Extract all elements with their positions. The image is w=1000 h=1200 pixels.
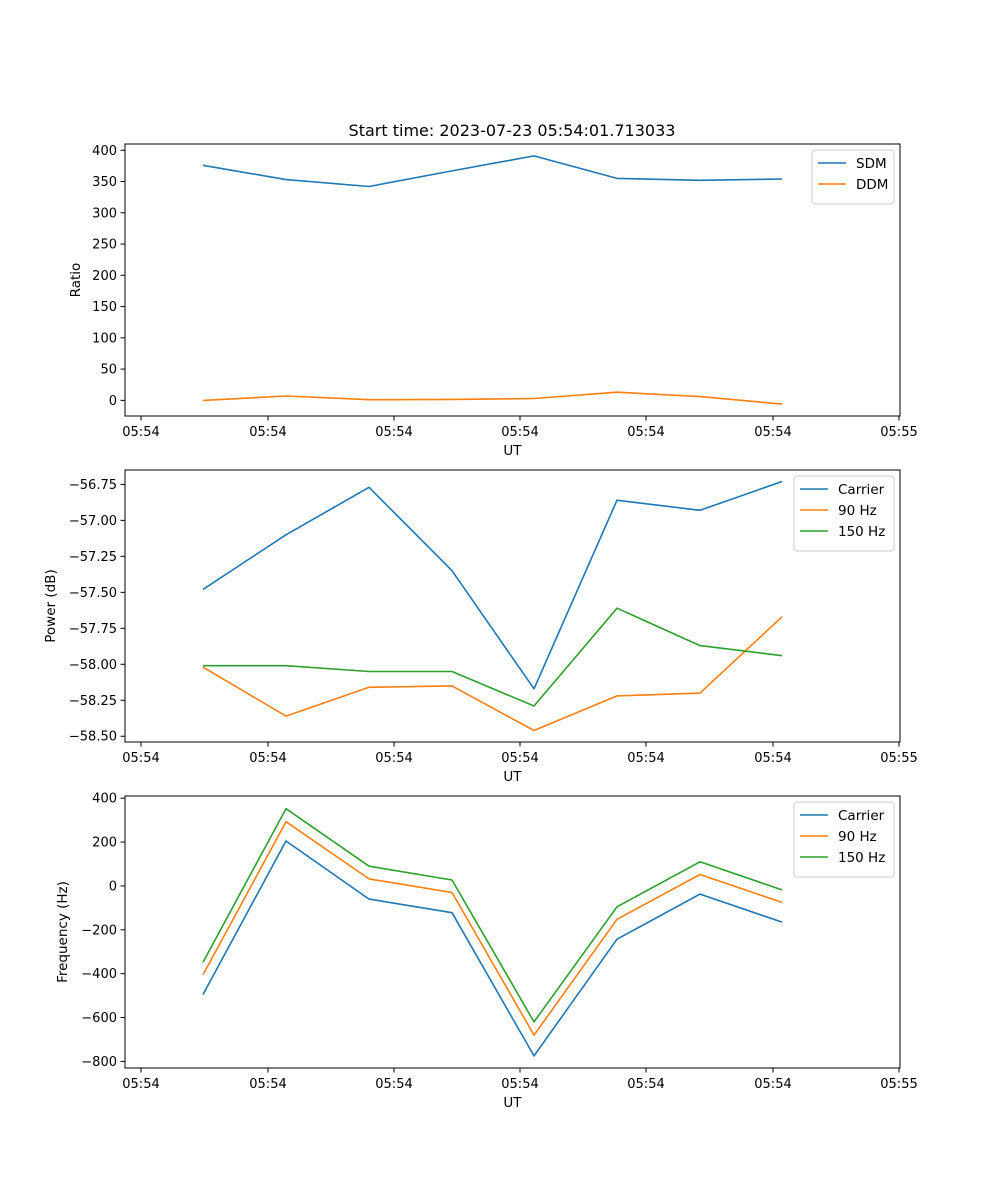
legend-label: 90 Hz: [838, 829, 877, 845]
legend-label: 150 Hz: [838, 850, 885, 866]
subplot-1: 05:54 05:54 05:54 05:54 05:54 05:54 05:55 0 50 10…: [68, 143, 918, 459]
x-tick-label: 05:54: [754, 425, 791, 440]
series-line-150-hz: [202, 807, 783, 1023]
y-tick-label: −56.75: [69, 478, 117, 493]
legend: [793, 801, 895, 878]
x-tick-label: 05:54: [501, 751, 538, 766]
y-tick-label: 200: [92, 269, 117, 284]
legend-label: DDM: [856, 177, 888, 193]
y-tick-label: 150: [92, 300, 117, 315]
x-tick-label: 05:54: [501, 1077, 538, 1092]
x-tick-label: 05:55: [880, 425, 917, 440]
legend-label: Carrier: [838, 808, 885, 824]
series-line-carrier: [202, 840, 783, 1057]
y-tick-label: −58.00: [69, 658, 117, 673]
legend: [793, 475, 895, 552]
x-tick-label: 05:54: [627, 425, 664, 440]
y-tick-label: −800: [81, 1055, 117, 1070]
subplot-2: 05:54 05:54 05:54 05:54 05:54 05:54 05:55 −58.5…: [43, 469, 918, 785]
series-line-sdm: [202, 155, 783, 188]
y-tick-label: 100: [92, 331, 117, 346]
y-tick-label: 200: [92, 836, 117, 851]
y-axis-label: Power (dB): [43, 569, 59, 642]
x-tick-label: 05:54: [122, 751, 159, 766]
axes-frame: [124, 469, 901, 743]
series-line-90-hz: [202, 616, 783, 732]
y-tick-label: 0: [109, 394, 117, 409]
x-tick-label: 05:55: [880, 751, 917, 766]
x-tick-label: 05:54: [501, 425, 538, 440]
y-tick-label: 0: [109, 879, 117, 894]
x-tick-label: 05:54: [627, 1077, 664, 1092]
subplot-3: 05:54 05:54 05:54 05:54 05:54 05:54 05:55 −800 −…: [55, 792, 918, 1111]
y-tick-label: 300: [92, 206, 117, 221]
y-tick-label: −58.50: [69, 730, 117, 745]
chart-title: Start time: 2023-07-23 05:54:01.713033: [349, 121, 676, 140]
y-axis-label: Ratio: [68, 263, 84, 298]
y-tick-label: 350: [92, 175, 117, 190]
legend-label: 150 Hz: [838, 524, 885, 540]
y-tick-label: −57.75: [69, 622, 117, 637]
y-axis-label: Frequency (Hz): [55, 881, 71, 983]
x-tick-label: 05:54: [627, 751, 664, 766]
y-tick-label: 400: [92, 792, 117, 807]
x-tick-label: 05:54: [249, 425, 286, 440]
y-tick-label: 400: [92, 144, 117, 159]
y-tick-label: 50: [100, 363, 117, 378]
x-tick-label: 05:54: [249, 1077, 286, 1092]
series-line-ddm: [202, 391, 783, 405]
x-tick-label: 05:54: [375, 425, 412, 440]
x-axis-label: UT: [503, 769, 522, 785]
x-tick-label: 05:54: [249, 751, 286, 766]
x-tick-label: 05:54: [375, 751, 412, 766]
x-tick-label: 05:55: [880, 1077, 917, 1092]
x-tick-label: 05:54: [375, 1077, 412, 1092]
x-tick-label: 05:54: [754, 1077, 791, 1092]
y-tick-label: −58.25: [69, 694, 117, 709]
y-tick-label: −57.00: [69, 514, 117, 529]
legend-label: 90 Hz: [838, 503, 877, 519]
y-tick-label: −57.50: [69, 586, 117, 601]
y-tick-label: −57.25: [69, 550, 117, 565]
series-line-150-hz: [203, 607, 783, 707]
legend-label: SDM: [856, 156, 887, 172]
chart-panels: 05:54 05:54 05:54 05:54 05:54 05:54 05:55 0 50 10…: [43, 143, 918, 1111]
axes-frame: [124, 143, 901, 417]
y-tick-label: −200: [81, 923, 117, 938]
x-tick-label: 05:54: [122, 1077, 159, 1092]
y-tick-label: 250: [92, 238, 117, 253]
x-tick-label: 05:54: [122, 425, 159, 440]
x-tick-label: 05:54: [754, 751, 791, 766]
axes-frame: [124, 795, 901, 1069]
x-axis-label: UT: [503, 443, 522, 459]
x-axis-label: UT: [503, 1095, 522, 1111]
legend-label: Carrier: [838, 482, 885, 498]
series-line-90-hz: [202, 820, 783, 1036]
y-tick-label: −600: [81, 1011, 117, 1026]
y-tick-label: −400: [81, 967, 117, 982]
series-line-carrier: [202, 480, 783, 690]
